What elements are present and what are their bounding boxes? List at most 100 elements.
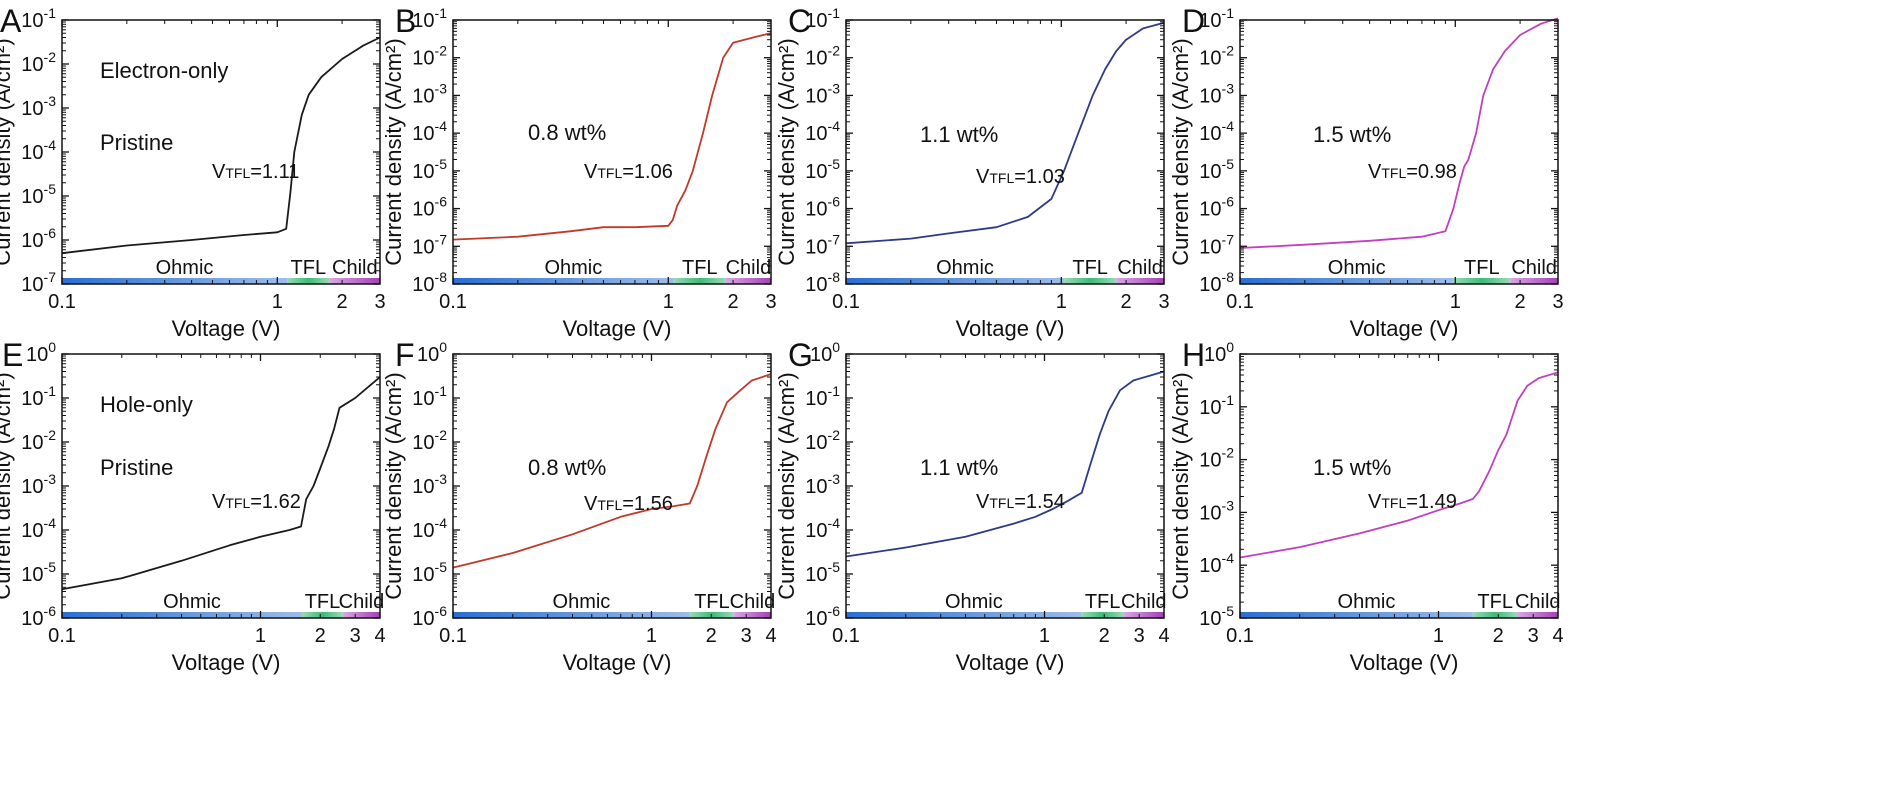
x-tick-label: 3 [1528,625,1539,647]
y-tick-label: 10-1 [1199,5,1234,32]
y-tick-label: 10-4 [21,515,56,542]
band-tfl [1081,612,1124,618]
y-axis-title: Current density (A/cm²) [1168,38,1193,265]
y-tick-label: 10-2 [412,43,447,70]
y-tick-label: 10-4 [412,515,447,542]
x-tick-label: 1 [1433,625,1444,647]
band-label-tfl: TFL [682,257,718,279]
y-tick-label: 10-6 [805,194,840,221]
band-ohmic [62,612,303,618]
y-tick-label: 10-5 [21,181,56,208]
y-tick-label: 10-3 [21,471,56,498]
x-tick-label: 2 [1121,291,1132,313]
y-tick-label: 10-4 [412,118,447,145]
annotation: 1.5 wt% [1313,122,1391,147]
band-ohmic [62,278,288,284]
y-tick-label: 10-4 [1199,550,1234,577]
x-tick-label: 0.1 [439,291,467,313]
band-child [1510,278,1558,284]
band-label-ohmic: Ohmic [544,257,602,279]
annotation: Electron-only [100,58,228,83]
band-label-ohmic: Ohmic [156,257,214,279]
y-tick-label: 100 [26,339,56,366]
y-tick-label: 10-3 [805,471,840,498]
y-tick-label: 10-6 [412,194,447,221]
x-tick-label: 0.1 [48,291,76,313]
vtfl-label: VTFL=1.03 [976,166,1065,188]
annotation: 1.5 wt% [1313,455,1391,480]
y-tick-label: 10-7 [1199,231,1234,258]
annotation: Pristine [100,130,173,155]
x-tick-label: 0.1 [439,625,467,647]
series-line [452,373,772,569]
band-child [1517,612,1558,618]
y-tick-label: 10-5 [805,156,840,183]
x-tick-label: 2 [706,625,717,647]
y-tick-label: 10-5 [1199,603,1234,630]
y-tick-label: 10-2 [805,427,840,454]
axes-frame [845,353,1165,619]
y-tick-label: 10-1 [412,5,447,32]
y-tick-label: 10-5 [1199,156,1234,183]
y-tick-label: 10-3 [1199,497,1234,524]
y-tick-label: 10-2 [1199,445,1234,472]
band-label-ohmic: Ohmic [163,591,221,613]
band-label-ohmic: Ohmic [936,257,994,279]
y-tick-label: 100 [417,339,447,366]
band-child [1116,278,1164,284]
x-tick-label: 2 [1099,625,1110,647]
vtfl-label: VTFL=1.06 [584,161,673,183]
band-tfl [1453,278,1511,284]
band-label-ohmic: Ohmic [1338,591,1396,613]
x-tick-label: 3 [765,291,776,313]
band-ohmic [453,278,674,284]
y-tick-label: 10-1 [805,383,840,410]
x-tick-label: 3 [374,291,385,313]
x-tick-label: 1 [663,291,674,313]
y-tick-label: 10-1 [1199,392,1234,419]
band-label-tfl: TFL [291,257,327,279]
band-label-child: Child [1117,257,1163,279]
y-axis-title: Current density (A/cm²) [381,372,406,599]
band-tfl [287,278,330,284]
series-line [1239,371,1559,559]
x-axis-title: Voltage (V) [1350,316,1459,341]
x-tick-label: 2 [728,291,739,313]
axes-frame [452,353,772,619]
band-ohmic [846,612,1082,618]
y-axis-title: Current density (A/cm²) [774,372,799,599]
panel-letter: H [1182,337,1205,373]
y-tick-label: 10-5 [412,156,447,183]
band-label-tfl: TFL [694,591,730,613]
y-tick-label: 10-6 [21,225,56,252]
y-tick-label: 10-4 [1199,118,1234,145]
y-tick-label: 10-5 [412,559,447,586]
axes-frame [845,19,1165,285]
y-tick-label: 10-1 [21,383,56,410]
x-axis-title: Voltage (V) [1350,650,1459,675]
y-tick-label: 10-3 [412,471,447,498]
x-axis-title: Voltage (V) [563,650,672,675]
panel-letter: G [788,337,813,373]
vtfl-label: VTFL=0.98 [1368,161,1457,183]
band-label-ohmic: Ohmic [553,591,611,613]
x-tick-label: 3 [350,625,361,647]
x-tick-label: 2 [1515,291,1526,313]
band-child [329,278,380,284]
x-tick-label: 2 [337,291,348,313]
y-tick-label: 100 [1204,339,1234,366]
y-tick-label: 10-3 [805,80,840,107]
x-tick-label: 0.1 [1226,291,1254,313]
band-tfl [1472,612,1518,618]
y-tick-label: 10-2 [1199,43,1234,70]
x-tick-label: 4 [1552,625,1563,647]
panel-letter: E [2,337,23,373]
y-tick-label: 10-6 [805,603,840,630]
y-tick-label: 10-4 [805,515,840,542]
band-label-child: Child [1515,591,1561,613]
